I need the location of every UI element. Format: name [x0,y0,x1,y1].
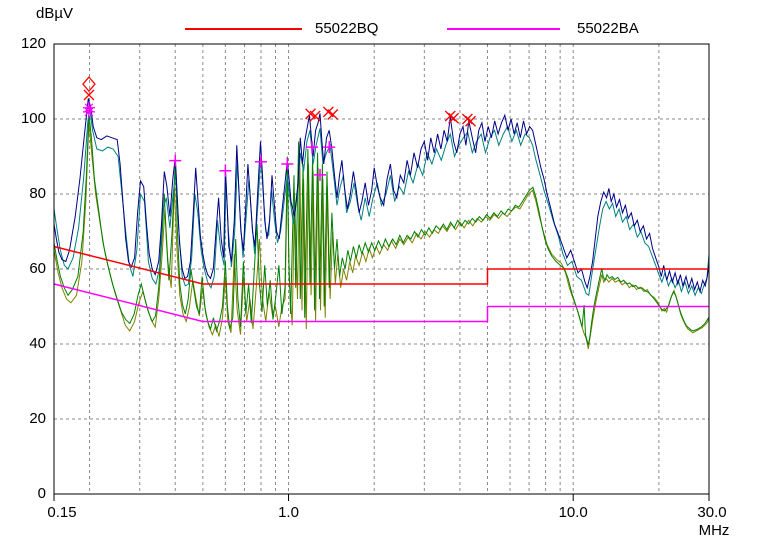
y-axis-tick-label: 60 [29,260,46,277]
y-axis-unit-label: dBµV [36,5,73,22]
x-axis-tick-label: 0.15 [47,504,77,521]
marker-x [448,112,460,124]
marker-plus [254,155,267,168]
marker-plus [314,168,327,181]
legend-label-avg-limit: 55022BA [577,20,639,37]
x-axis-tick-label: 30.0 [697,504,727,521]
marker-x [83,89,95,101]
trace-average-trace-2 [54,122,709,350]
marker-x [444,110,456,122]
legend-label-qp-limit: 55022BQ [315,20,379,37]
marker-x [309,110,321,122]
trace-average-trace [54,113,709,346]
y-axis-tick-label: 20 [29,410,46,427]
marker-plus [169,154,182,167]
legend-line-qp-limit [185,28,302,30]
x-axis-tick-label: 10.0 [558,504,588,521]
marker-star [82,105,95,118]
marker-plus [323,141,336,154]
marker-plus [281,158,294,170]
y-axis-tick-label: 0 [37,485,46,502]
marker-diamond [82,76,96,93]
limit-line-55022BA [53,283,709,323]
trace-peak-trace [54,98,709,294]
limit-line-55022BQ [53,245,709,285]
y-axis-tick-label: 120 [20,35,46,52]
marker-plus [219,164,232,177]
y-axis-tick-label: 100 [20,110,46,127]
plot-border [53,43,710,495]
x-axis-tick-label: 1.0 [278,504,299,521]
marker-x [465,115,477,127]
marker-x [327,109,339,120]
y-axis-tick-label: 80 [29,185,46,202]
legend-line-avg-limit [447,28,560,30]
y-axis-tick-label: 40 [29,335,46,352]
marker-plus [306,141,319,154]
x-axis-unit-label: MHz [698,522,730,539]
